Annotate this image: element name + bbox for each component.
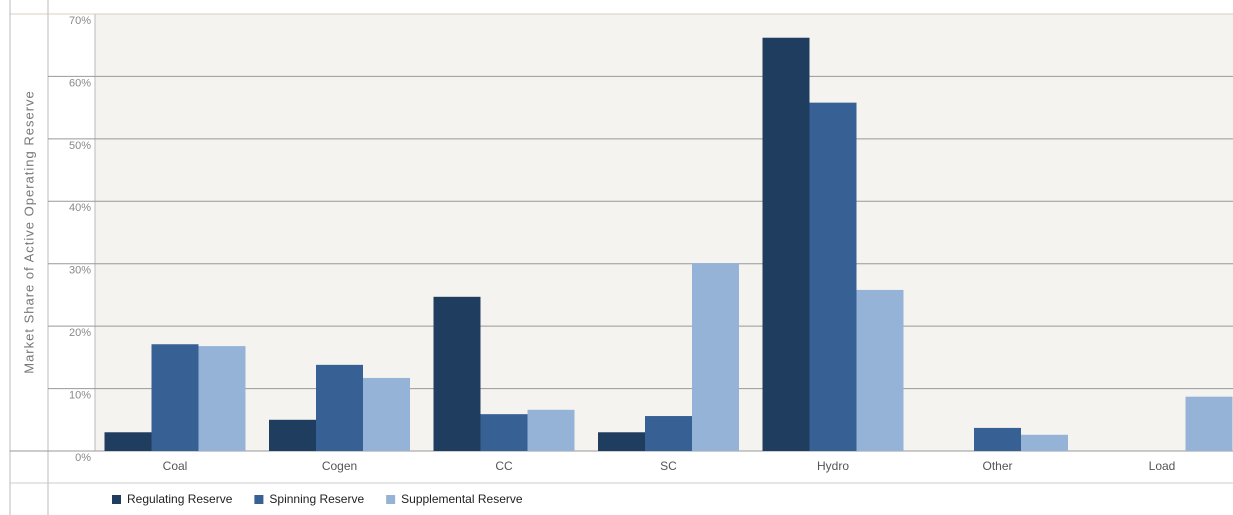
bar: [480, 414, 528, 451]
bar: [433, 296, 481, 451]
x-tick-label: Other: [982, 459, 1012, 473]
bar: [316, 364, 363, 451]
y-tick-label: 10%: [69, 389, 91, 401]
bar: [645, 416, 692, 451]
legend-swatch: [386, 495, 396, 504]
legend-label: Regulating Reserve: [127, 492, 233, 506]
y-tick-label: 40%: [69, 202, 91, 214]
bar: [269, 419, 316, 451]
legend-label: Spinning Reserve: [269, 492, 364, 506]
x-tick-label: CC: [495, 459, 513, 473]
bar: [809, 102, 857, 452]
y-axis-title: Market Share of Active Operating Reserve: [21, 90, 36, 374]
bar: [598, 432, 645, 451]
y-tick-label: 0%: [75, 452, 91, 464]
y-tick-label: 70%: [69, 15, 91, 27]
plot-area: [95, 14, 1233, 451]
x-tick-label: SC: [660, 459, 677, 473]
bar: [198, 346, 246, 451]
bar: [104, 432, 152, 451]
bar: [151, 344, 199, 451]
bar: [363, 377, 410, 451]
bar: [527, 409, 575, 451]
x-tick-label: Coal: [163, 459, 188, 473]
bar: [856, 289, 904, 451]
bar: [974, 427, 1021, 451]
y-tick-label: 20%: [69, 327, 91, 339]
x-tick-label: Cogen: [322, 459, 357, 473]
bar: [1185, 396, 1233, 451]
bar: [1021, 434, 1068, 451]
y-tick-label: 50%: [69, 140, 91, 152]
y-tick-label: 60%: [69, 77, 91, 89]
legend-swatch: [112, 495, 121, 504]
x-tick-label: Load: [1149, 459, 1176, 473]
legend-label: Supplemental Reserve: [401, 492, 523, 506]
x-tick-label: Hydro: [817, 459, 849, 473]
bar: [692, 263, 739, 451]
y-tick-label: 30%: [69, 265, 91, 277]
legend-swatch: [254, 495, 264, 504]
bar: [762, 37, 810, 451]
